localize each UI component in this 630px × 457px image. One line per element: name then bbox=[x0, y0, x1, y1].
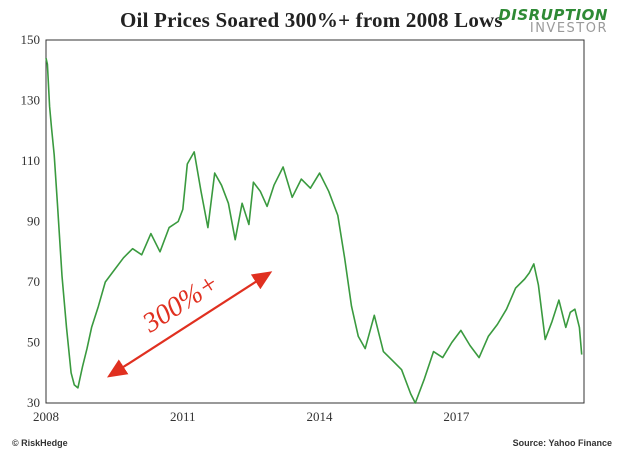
y-tick-label: 110 bbox=[21, 153, 40, 168]
x-tick-label: 2011 bbox=[170, 409, 196, 424]
y-tick-label: 50 bbox=[27, 335, 40, 350]
chart-title: Oil Prices Soared 300%+ from 2008 Lows bbox=[120, 8, 503, 32]
y-tick-label: 70 bbox=[27, 274, 40, 289]
logo-line1: DISRUPTION bbox=[498, 6, 608, 24]
y-tick-label: 150 bbox=[21, 32, 41, 47]
x-axis: 2008 2011 2014 2017 bbox=[33, 409, 470, 424]
growth-annotation-label: 300%+ bbox=[136, 267, 224, 339]
footer-copyright: © RiskHedge bbox=[12, 438, 68, 448]
brand-logo: DISRUPTION INVESTOR bbox=[498, 6, 608, 36]
logo-line2: INVESTOR bbox=[529, 21, 608, 36]
oil-price-series-line bbox=[45, 58, 583, 404]
x-tick-label: 2014 bbox=[307, 409, 334, 424]
footer-source: Source: Yahoo Finance bbox=[512, 438, 612, 448]
x-tick-label: 2008 bbox=[33, 409, 59, 424]
x-tick-label: 2017 bbox=[443, 409, 470, 424]
y-axis: 150 130 110 90 70 50 30 bbox=[21, 32, 41, 410]
y-tick-label: 130 bbox=[21, 93, 41, 108]
y-tick-label: 90 bbox=[27, 214, 40, 229]
plot-frame bbox=[45, 39, 585, 404]
y-tick-label: 30 bbox=[27, 395, 40, 410]
growth-arrow bbox=[106, 271, 273, 378]
